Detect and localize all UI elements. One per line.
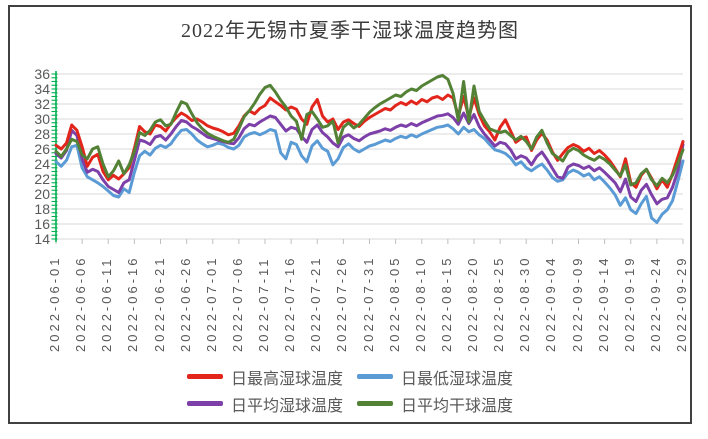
series-line-0 xyxy=(54,93,685,191)
x-axis-label: 2022-06-21 xyxy=(151,255,167,353)
y-axis-label: 32 xyxy=(34,96,50,112)
y-axis-label: 16 xyxy=(34,216,50,232)
x-axis-label: 2022-06-11 xyxy=(99,256,115,352)
legend-item-min-wet-bulb[interactable]: 日最低湿球温度 xyxy=(357,365,513,389)
x-axis-label: 2022-06-26 xyxy=(177,255,193,353)
legend-item-avg-dry-bulb[interactable]: 日平均干球温度 xyxy=(357,392,513,416)
legend-label: 日最低湿球温度 xyxy=(401,370,514,388)
y-axis-label: 34 xyxy=(34,81,50,97)
y-axis-label: 36 xyxy=(34,66,50,82)
x-axis-label: 2022-09-04 xyxy=(543,255,559,353)
series-line-2 xyxy=(54,111,685,206)
x-axis-label: 2022-08-20 xyxy=(465,255,480,353)
x-axis-label: 2022-07-21 xyxy=(308,255,324,353)
y-axis-label: 22 xyxy=(34,171,50,187)
x-axis-label: 2022-07-31 xyxy=(360,255,376,353)
x-axis-label: 2022-08-15 xyxy=(438,255,454,353)
x-axis-label: 2022-09-29 xyxy=(674,255,689,353)
legend-label: 日平均干球温度 xyxy=(401,397,514,415)
x-axis-label: 2022-06-01 xyxy=(47,255,62,353)
legend-line-red-icon xyxy=(186,374,223,379)
series-line-1 xyxy=(54,123,685,224)
legend-label: 日平均湿球温度 xyxy=(230,397,343,415)
x-axis-label: 2022-09-09 xyxy=(569,255,585,353)
chart-container[interactable] xyxy=(8,5,692,424)
legend: 日最高湿球温度 日最低湿球温度 日平均湿球温度 日平均干球温度 xyxy=(8,364,692,416)
x-axis-label: 2022-06-16 xyxy=(125,255,141,353)
legend-row: 日最高湿球温度 日最低湿球温度 xyxy=(186,364,513,389)
y-axis-label: 20 xyxy=(34,186,50,202)
legend-item-avg-wet-bulb[interactable]: 日平均湿球温度 xyxy=(186,392,343,416)
legend-line-purple-icon xyxy=(186,401,223,406)
y-axis-label: 28 xyxy=(34,126,50,142)
x-axis-label: 2022-09-14 xyxy=(595,255,611,353)
x-axis-label: 2022-08-05 xyxy=(386,255,402,353)
x-axis-label: 2022-06-06 xyxy=(73,255,89,353)
x-axis-label: 2022-09-24 xyxy=(647,255,663,353)
chart-title: 2022年无锡市夏季干湿球温度趋势图 xyxy=(181,20,519,42)
legend-line-green-icon xyxy=(357,401,393,406)
y-axis-label: 30 xyxy=(34,111,50,127)
x-axis-label: 2022-08-10 xyxy=(412,255,428,353)
x-axis-label: 2022-07-11 xyxy=(256,256,271,352)
y-axis-label: 26 xyxy=(34,141,50,157)
series-line-3 xyxy=(54,74,685,188)
x-axis-label: 2022-07-16 xyxy=(282,255,298,353)
y-axis-label: 14 xyxy=(34,231,50,247)
y-axis-label: 18 xyxy=(34,201,50,217)
legend-row: 日平均湿球温度 日平均干球温度 xyxy=(186,391,513,416)
x-axis-label: 2022-07-06 xyxy=(229,255,245,353)
legend-item-max-wet-bulb[interactable]: 日最高湿球温度 xyxy=(186,365,343,389)
x-axis-label: 2022-08-30 xyxy=(517,255,533,353)
legend-line-blue-icon xyxy=(357,374,393,379)
y-axis-label: 24 xyxy=(34,156,50,172)
legend-label: 日最高湿球温度 xyxy=(230,370,343,388)
x-axis-label: 2022-08-25 xyxy=(491,255,507,353)
x-axis-label: 2022-09-19 xyxy=(621,255,637,353)
x-axis-label: 2022-07-26 xyxy=(334,255,350,353)
x-axis-label: 2022-07-01 xyxy=(203,255,219,353)
